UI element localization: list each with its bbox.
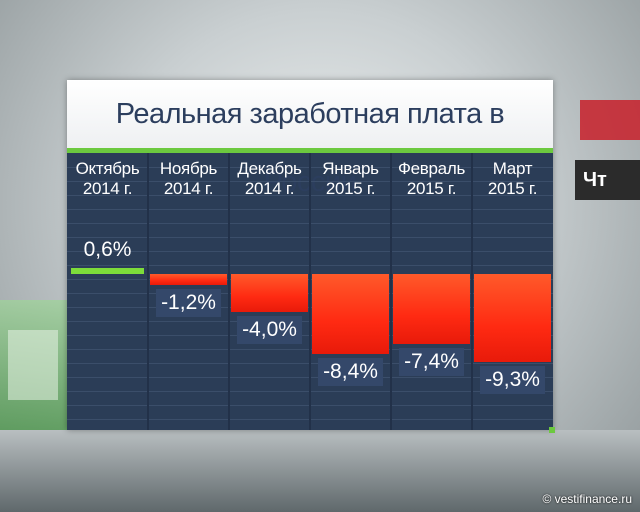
category-year: 2014 г.	[244, 179, 295, 198]
column-separator	[228, 153, 230, 430]
column-separator	[471, 153, 473, 430]
category-year: 2015 г.	[487, 179, 538, 198]
bar	[312, 274, 389, 354]
category-month: Декабрь	[237, 159, 302, 178]
category-year: 2015 г.	[325, 179, 376, 198]
category-year: 2015 г.	[406, 179, 457, 198]
background-floor	[0, 430, 640, 512]
bar-chart: Октябрь 2014 г. 0,6% Ноябрь 2014 г. -1,2% Дека…	[67, 153, 553, 430]
background-logo: Чт	[575, 160, 640, 200]
category-label: Январь 2015 г.	[310, 159, 391, 219]
category-label: Декабрь 2014 г.	[229, 159, 310, 219]
column-separator	[309, 153, 311, 430]
title-bar: Реальная заработная плата в России	[67, 80, 553, 198]
bar	[71, 268, 144, 274]
column-separator	[390, 153, 392, 430]
bar	[474, 274, 551, 363]
background-screen	[8, 330, 58, 400]
bar	[393, 274, 470, 345]
data-label: -7,4%	[399, 348, 464, 377]
category-year: 2014 г.	[82, 179, 133, 198]
chart-title: Реальная заработная плата в России	[115, 98, 505, 198]
category-month: Октябрь	[75, 159, 140, 178]
category-year: 2014 г.	[163, 179, 214, 198]
data-label: -1,2%	[156, 289, 221, 318]
corner-accent	[549, 427, 555, 433]
background-red-panel	[580, 100, 640, 140]
data-label: -4,0%	[237, 316, 302, 344]
category-label: Февраль 2015 г.	[391, 159, 472, 219]
bar	[231, 274, 308, 312]
source-credit: © vestifinance.ru	[542, 492, 632, 506]
chart-panel: Реальная заработная плата в России Октяб…	[67, 80, 553, 430]
category-month: Февраль	[398, 159, 465, 178]
column-separator	[147, 153, 149, 430]
bar	[150, 274, 227, 286]
category-label: Март 2015 г.	[472, 159, 553, 219]
data-label: -8,4%	[318, 357, 383, 386]
category-month: Январь	[322, 159, 379, 178]
data-label: 0,6%	[83, 238, 132, 262]
category-label: Ноябрь 2014 г.	[148, 159, 229, 219]
title-divider	[67, 148, 553, 153]
category-month: Ноябрь	[159, 159, 218, 178]
category-label: Октябрь 2014 г.	[67, 159, 148, 219]
category-month: Март	[492, 159, 533, 178]
data-label: -9,3%	[480, 366, 545, 395]
